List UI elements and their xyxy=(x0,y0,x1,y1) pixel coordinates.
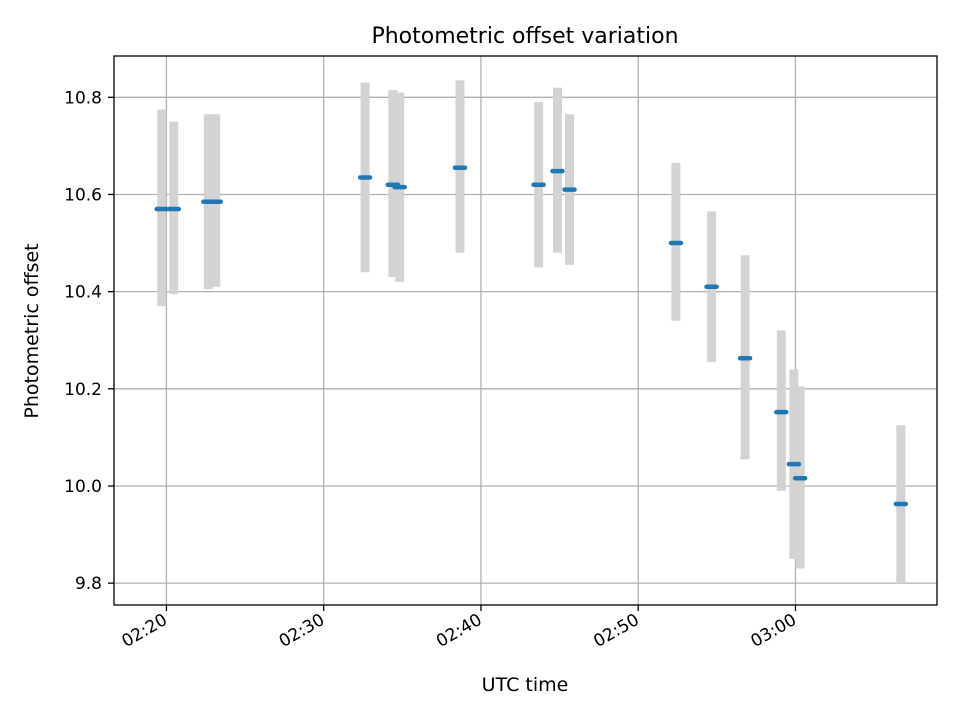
y-tick-label: 9.8 xyxy=(75,574,102,594)
plot-frame xyxy=(113,55,938,606)
y-axis-label: Photometric offset xyxy=(21,243,43,418)
x-axis-label: UTC time xyxy=(482,674,569,696)
grid xyxy=(114,56,937,605)
y-axis-ticks: 9.8 10.0 10.2 10.4 10.6 10.8 xyxy=(64,88,114,594)
y-tick-label: 10.8 xyxy=(64,88,102,108)
y-tick-label: 10.0 xyxy=(64,477,102,497)
data-points xyxy=(154,165,909,507)
y-tick-label: 10.6 xyxy=(64,185,102,205)
chart-title: Photometric offset variation xyxy=(371,24,678,49)
y-tick-label: 10.4 xyxy=(64,283,102,303)
y-tick-label: 10.2 xyxy=(64,380,102,400)
